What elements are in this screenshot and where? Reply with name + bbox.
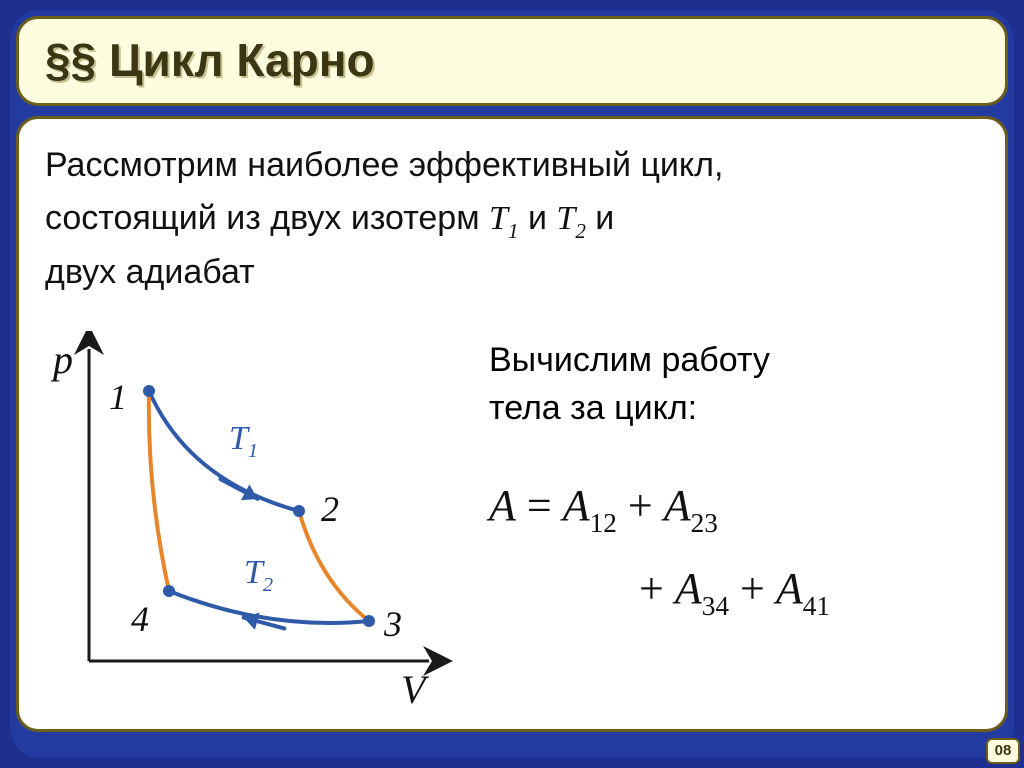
A34-sub: 34 [702,591,729,621]
pv-diagram: p V T1 T2 1 2 3 4 [39,331,469,711]
plus2: + [639,564,675,613]
A23: A [664,481,691,530]
svg-text:2: 2 [321,489,339,529]
svg-text:V: V [401,667,430,711]
plus1: + [617,481,664,530]
T2-symbol: T [556,200,575,237]
A34: A [675,564,702,613]
intro-line3: двух адиабат [45,253,255,291]
svg-text:p: p [50,337,73,382]
T1-symbol: T [489,200,508,237]
calc-label: Вычислим работу тела за цикл: [489,337,989,432]
content-panel: Рассмотрим наиболее эффективный цикл, со… [16,116,1008,732]
svg-text:T2: T2 [244,554,273,596]
work-formula-row1: A = A12 + A23 [489,480,989,537]
intro-and1: и [519,199,557,237]
pv-diagram-svg: p V T1 T2 1 2 3 4 [39,331,469,711]
calc-label-l1: Вычислим работу [489,341,770,379]
intro-line2a: состоящий из двух изотерм [45,199,489,237]
A12: A [563,481,590,530]
intro-text: Рассмотрим наиболее эффективный цикл, со… [45,139,979,299]
eq-lhs: A [489,481,516,530]
page-number-badge: 08 [986,738,1020,764]
svg-text:4: 4 [131,599,149,639]
slide-frame: §§ Цикл Карно Рассмотрим наиболее эффект… [10,10,1014,758]
plus3: + [729,564,776,613]
page-title: §§ Цикл Карно [45,33,979,87]
A41-sub: 41 [803,591,830,621]
svg-text:T1: T1 [229,420,258,462]
intro-line1: Рассмотрим наиболее эффективный цикл, [45,146,723,184]
eq-eq: = [516,481,563,530]
svg-text:3: 3 [383,604,402,644]
calc-label-l2: тела за цикл: [489,389,697,427]
A23-sub: 23 [691,508,718,538]
A12-sub: 12 [590,508,617,538]
intro-and2: и [586,199,614,237]
work-formula-row2: + A34 + A41 [489,563,989,620]
right-column: Вычислим работу тела за цикл: A = A12 + … [489,337,989,620]
A41: A [776,564,803,613]
title-panel: §§ Цикл Карно [16,16,1008,106]
T1-sub: 1 [508,219,519,243]
svg-text:1: 1 [109,377,127,417]
T2-sub: 2 [575,219,586,243]
